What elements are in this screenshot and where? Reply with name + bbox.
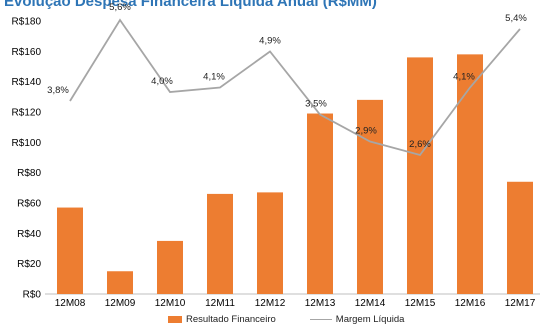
bar: [57, 207, 83, 294]
x-tick-label: 12M08: [55, 298, 86, 309]
line-data-label: 5,6%: [109, 2, 131, 13]
y-tick-label: R$140: [12, 77, 42, 88]
x-tick-label: 12M09: [105, 298, 136, 309]
y-tick-label: R$180: [12, 17, 42, 28]
bar: [507, 181, 533, 294]
bar: [457, 54, 483, 294]
line-data-label: 4,1%: [203, 72, 225, 83]
x-tick-label: 12M11: [205, 298, 235, 309]
bar: [207, 193, 233, 294]
line-data-label: 3,5%: [305, 99, 327, 110]
legend-item-line: Margem Líquida: [309, 314, 405, 325]
line-data-label: 4,9%: [259, 36, 281, 47]
x-tick-label: 12M12: [255, 298, 286, 309]
y-tick-label: R$60: [17, 199, 41, 210]
y-tick-label: R$80: [17, 168, 41, 179]
x-tick-label: 12M15: [405, 298, 436, 309]
line-data-label: 5,4%: [505, 13, 527, 24]
x-tick-label: 12M13: [305, 298, 336, 309]
line-data-label: 4,0%: [151, 76, 173, 87]
y-tick-label: R$0: [23, 290, 42, 301]
x-tick-label: 12M10: [155, 298, 186, 309]
line-series: [69, 18, 521, 157]
line-data-label: 2,6%: [409, 139, 431, 150]
legend-swatch-bar: [168, 316, 182, 323]
bar: [307, 113, 333, 295]
legend-swatch-line: [309, 319, 332, 320]
x-tick-label: 12M16: [455, 298, 486, 309]
legend-item-bar: Resultado Financeiro: [168, 314, 276, 325]
bar: [257, 192, 283, 294]
y-tick-label: R$120: [12, 108, 42, 119]
y-tick-label: R$160: [12, 47, 42, 58]
bar: [357, 99, 383, 294]
legend: Resultado Financeiro Margem Líquida: [168, 314, 432, 325]
bar: [407, 57, 433, 295]
y-tick-label: R$20: [17, 259, 41, 270]
y-tick-label: R$40: [17, 229, 41, 240]
line-data-label: 4,1%: [453, 72, 475, 83]
legend-label-line: Margem Líquida: [335, 314, 405, 325]
bar: [107, 271, 133, 294]
y-tick-label: R$100: [12, 138, 42, 149]
x-tick-label: 12M14: [355, 298, 386, 309]
line-data-label: 2,9%: [355, 126, 377, 137]
legend-label-bar: Resultado Financeiro: [186, 314, 276, 325]
bar: [157, 240, 183, 294]
line-data-label: 3,8%: [47, 85, 69, 96]
chart-title: Evolução Despesa Financeira Líquida Anua…: [4, 0, 377, 10]
x-tick-label: 12M17: [505, 298, 536, 309]
